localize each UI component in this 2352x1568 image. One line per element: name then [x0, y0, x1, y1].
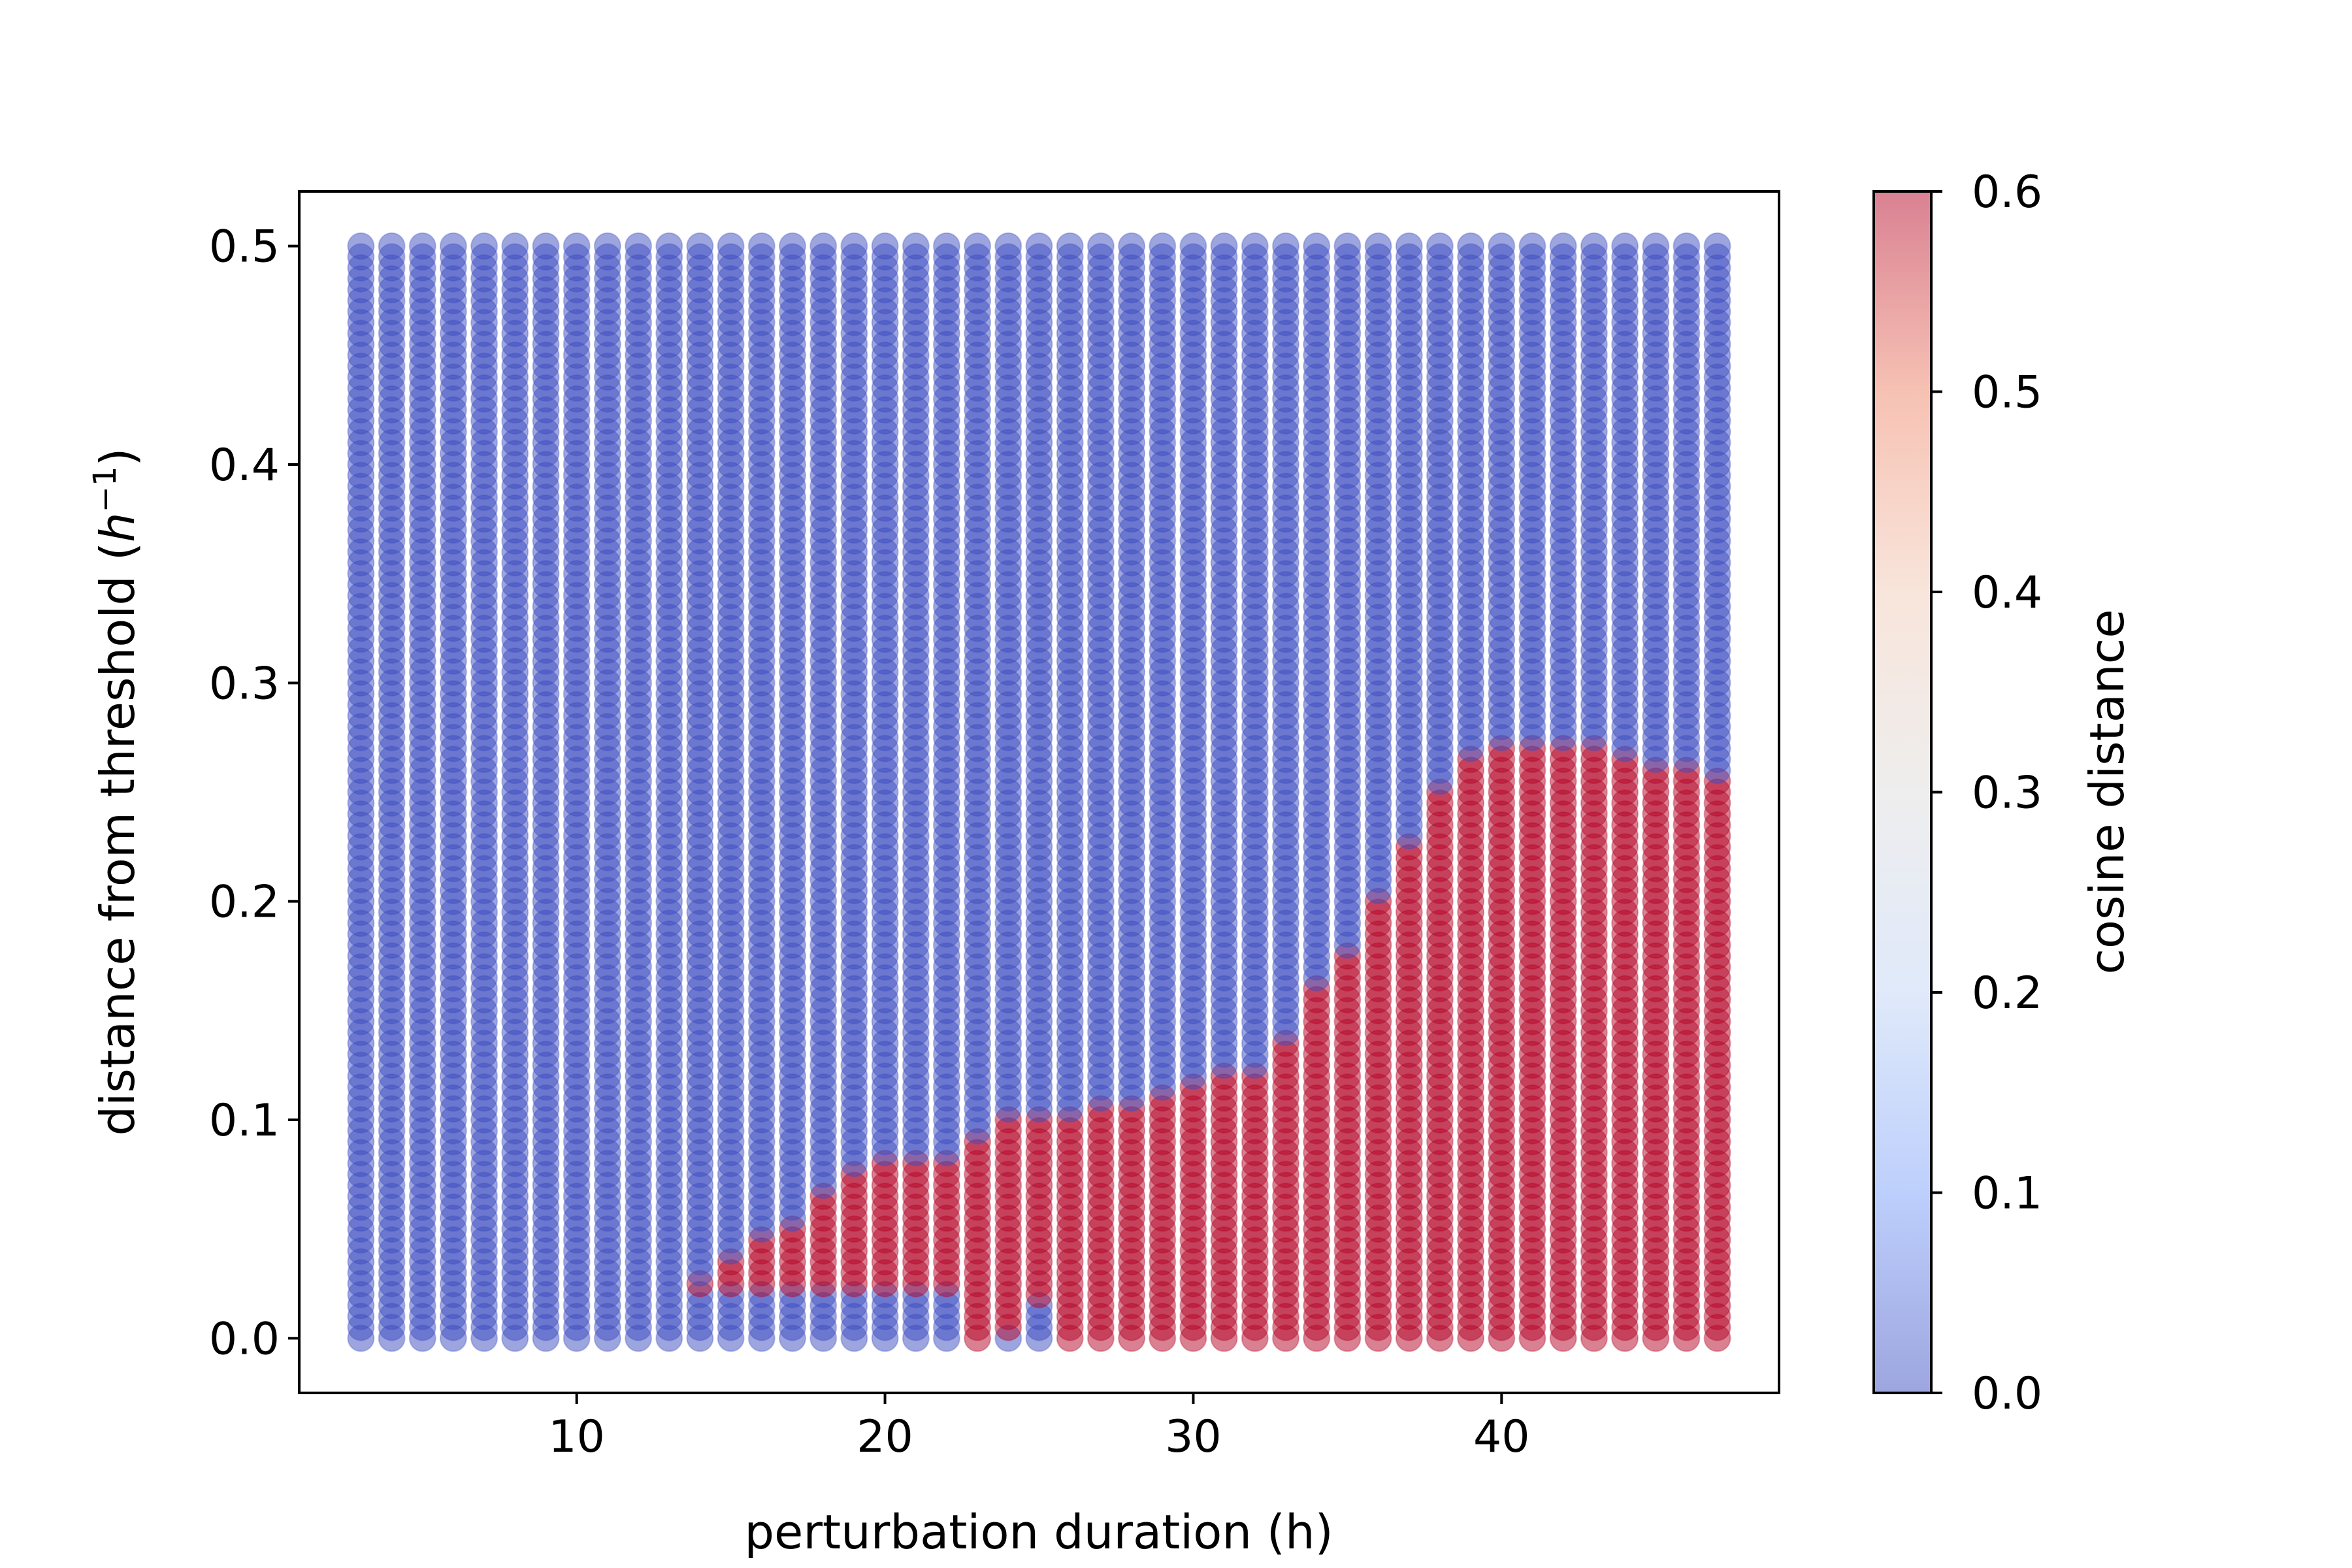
data-point [1488, 232, 1516, 260]
data-point [347, 232, 375, 260]
data-point [439, 232, 467, 260]
data-point [994, 232, 1022, 260]
data-point [1179, 232, 1207, 260]
data-point [686, 232, 714, 260]
y-tick-label: 0.1 [209, 1095, 280, 1147]
data-point [378, 232, 406, 260]
x-tick-label: 10 [548, 1411, 605, 1463]
data-point [470, 232, 498, 260]
data-point [1118, 232, 1146, 260]
data-point [1241, 232, 1269, 260]
x-axis-title: perturbation duration (h) [744, 1505, 1333, 1560]
colorbar-tick-label: 0.3 [1972, 768, 2042, 819]
data-point [1611, 232, 1639, 260]
data-point [1426, 232, 1454, 260]
data-point [1395, 232, 1423, 260]
y-axis-title-unit: h [90, 512, 145, 542]
data-point [1642, 232, 1670, 260]
data-point [840, 232, 868, 260]
x-tick-label: 20 [857, 1411, 913, 1463]
y-tick-label: 0.4 [209, 440, 280, 491]
data-point [902, 232, 930, 260]
data-point [1457, 232, 1485, 260]
data-point [655, 232, 683, 260]
colorbar-label: cosine distance [2080, 609, 2134, 974]
colorbar-tick-label: 0.2 [1972, 968, 2042, 1019]
data-point [1518, 232, 1546, 260]
data-point [717, 232, 745, 260]
data-point [1210, 232, 1238, 260]
x-tick-label: 30 [1165, 1411, 1222, 1463]
y-axis-title-exponent: −1 [87, 466, 123, 513]
colorbar-gradient [1874, 191, 1931, 1393]
y-axis-title: distance from threshold (h−1) [87, 448, 145, 1136]
colorbar-tick-label: 0.5 [1972, 367, 2042, 419]
data-points [347, 232, 1731, 1352]
data-point [532, 232, 560, 260]
y-axis-title-close: ) [90, 448, 145, 466]
data-point [809, 232, 838, 260]
data-point [408, 232, 436, 260]
data-point [1580, 232, 1608, 260]
colorbar-tick-label: 0.0 [1972, 1368, 2042, 1420]
colorbar-tick-label: 0.4 [1972, 567, 2042, 619]
data-point [871, 232, 899, 260]
colorbar-tick-label: 0.1 [1972, 1168, 2042, 1220]
colorbar-tick-label: 0.6 [1972, 167, 2042, 218]
data-point [625, 232, 653, 260]
data-point [593, 232, 621, 260]
y-tick-label: 0.0 [209, 1313, 280, 1365]
data-point [1056, 232, 1084, 260]
data-point [501, 232, 529, 260]
y-tick-label: 0.2 [209, 877, 280, 928]
data-point [964, 232, 992, 260]
data-point [1149, 232, 1177, 260]
data-point [1703, 232, 1731, 260]
data-point [1272, 232, 1299, 260]
data-point [1303, 232, 1331, 260]
x-tick-label: 40 [1473, 1411, 1530, 1463]
data-point [1086, 232, 1115, 260]
data-point [747, 232, 776, 260]
data-point [1333, 232, 1362, 260]
data-point [1364, 232, 1392, 260]
y-tick-label: 0.5 [209, 221, 280, 273]
y-axis-title-text: distance from threshold ( [90, 542, 145, 1135]
data-point [1673, 232, 1701, 260]
data-point [779, 232, 806, 260]
y-tick-label: 0.3 [209, 658, 280, 710]
data-point [932, 232, 960, 260]
data-point [563, 232, 591, 260]
data-point [1025, 232, 1053, 260]
data-point [1549, 232, 1577, 260]
